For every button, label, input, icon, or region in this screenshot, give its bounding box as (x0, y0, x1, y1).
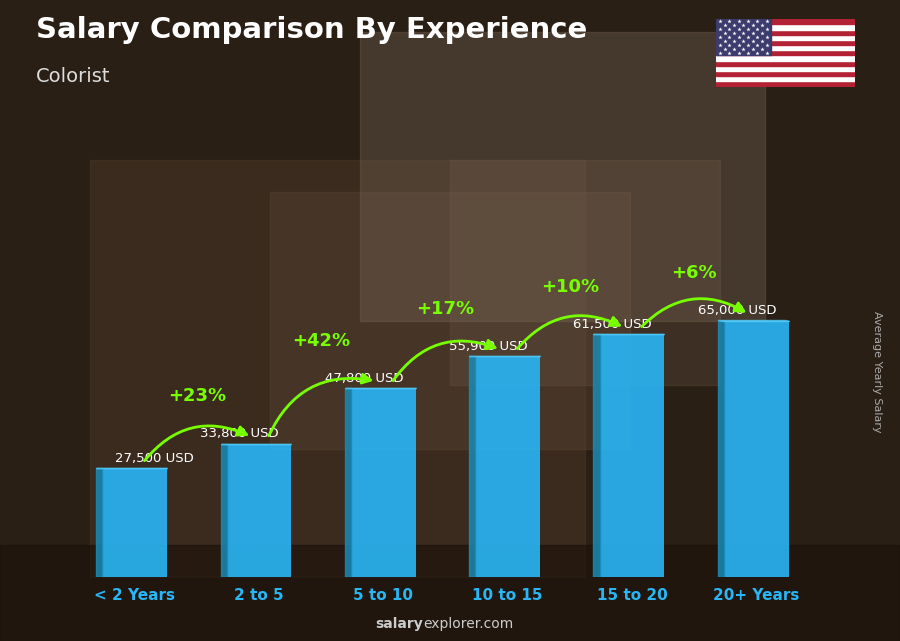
Bar (599, 335, 664, 577)
Bar (716, 56, 855, 61)
Bar (716, 29, 855, 35)
Bar (716, 71, 855, 76)
Bar (0, 545, 900, 641)
Text: 61,500 USD: 61,500 USD (573, 318, 652, 331)
Bar (360, 32, 765, 320)
Bar (270, 192, 630, 449)
Bar (345, 388, 351, 577)
Bar (716, 76, 855, 81)
Bar (716, 24, 855, 29)
Text: +6%: +6% (671, 264, 717, 282)
Bar (716, 50, 855, 56)
Bar (716, 61, 855, 66)
Text: +23%: +23% (168, 387, 226, 405)
Text: +17%: +17% (417, 300, 474, 318)
Bar (227, 444, 292, 577)
Bar (469, 356, 475, 577)
Text: Average Yearly Salary: Average Yearly Salary (872, 311, 883, 433)
Bar (716, 66, 855, 71)
Bar (724, 320, 788, 577)
Bar (593, 335, 599, 577)
Text: 65,000 USD: 65,000 USD (698, 304, 776, 317)
Bar (716, 81, 855, 87)
Bar (717, 320, 724, 577)
Text: +10%: +10% (541, 278, 598, 296)
Bar (716, 45, 855, 50)
Text: Salary Comparison By Experience: Salary Comparison By Experience (36, 16, 587, 44)
Bar (96, 469, 103, 577)
Bar (716, 40, 855, 45)
Text: 47,800 USD: 47,800 USD (325, 372, 403, 385)
Bar (103, 469, 167, 577)
Bar (716, 19, 855, 24)
Bar (90, 160, 585, 577)
Text: +42%: +42% (292, 332, 350, 350)
Text: Colorist: Colorist (36, 67, 111, 87)
Text: 33,800 USD: 33,800 USD (201, 428, 279, 440)
Bar (716, 19, 771, 56)
Bar (220, 444, 227, 577)
Text: explorer.com: explorer.com (423, 617, 513, 631)
Bar (351, 388, 416, 577)
Text: 55,900 USD: 55,900 USD (449, 340, 527, 353)
Bar (716, 35, 855, 40)
Text: salary: salary (375, 617, 423, 631)
Bar (475, 356, 540, 577)
Text: 27,500 USD: 27,500 USD (115, 453, 194, 465)
Bar (450, 160, 720, 385)
